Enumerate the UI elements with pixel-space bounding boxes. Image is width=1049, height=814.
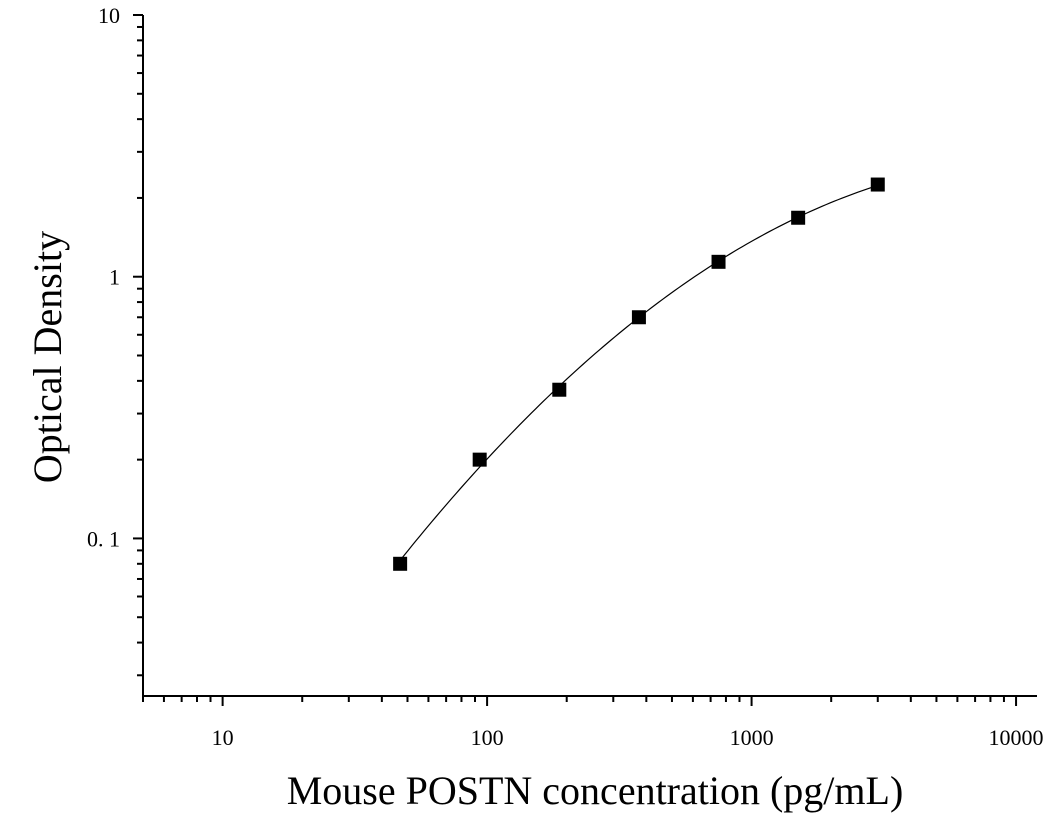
x-tick-label: 1000 — [730, 725, 774, 750]
x-axis-title: Mouse POSTN concentration (pg/mL) — [287, 768, 904, 813]
major-ticks — [133, 14, 1018, 706]
y-tick-label: 10 — [98, 3, 120, 28]
x-tick-label: 100 — [471, 725, 504, 750]
y-tick-label: 0. 1 — [87, 526, 120, 551]
x-tick-label: 10000 — [989, 725, 1044, 750]
data-point — [552, 382, 567, 397]
x-tick-labels: 10 100 1000 10000 — [212, 725, 1044, 750]
minor-ticks — [137, 25, 1005, 702]
x-tick-label: 10 — [212, 725, 234, 750]
data-point — [791, 210, 806, 225]
data-points — [393, 177, 885, 571]
data-point — [711, 254, 726, 269]
fit-curve — [399, 184, 878, 561]
data-point — [870, 177, 885, 192]
y-axis-title: Optical Density — [25, 231, 70, 483]
data-point — [472, 452, 487, 467]
y-tick-labels: 0. 1 1 10 — [87, 3, 120, 551]
data-point — [631, 310, 646, 325]
data-point — [393, 556, 408, 571]
y-tick-label: 1 — [109, 265, 120, 290]
